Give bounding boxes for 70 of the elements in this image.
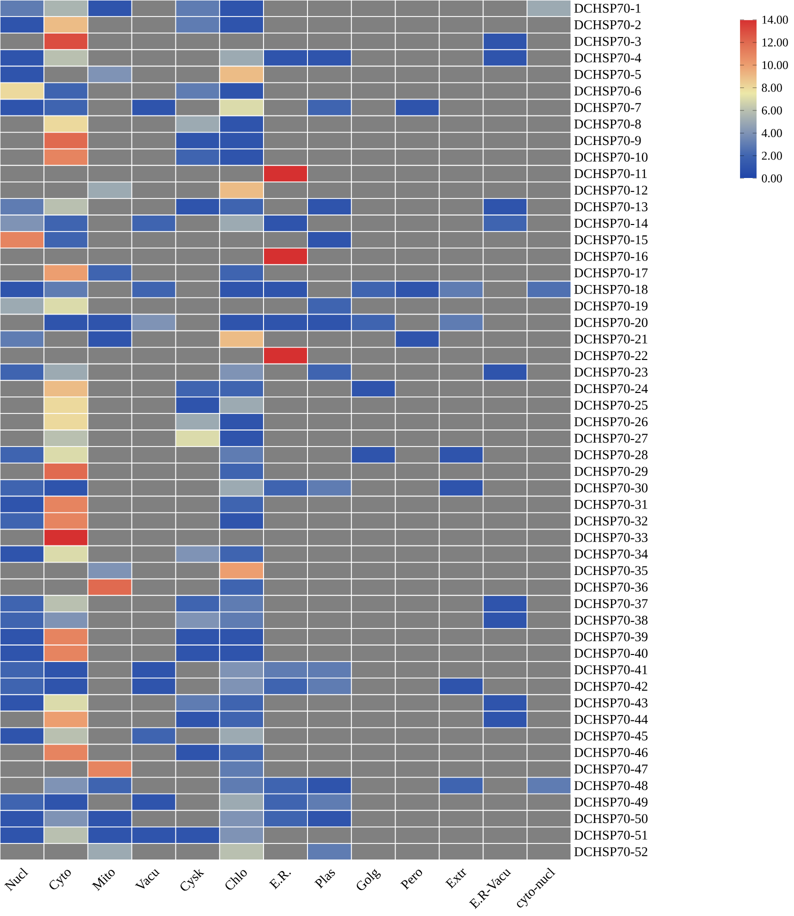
y-tick-label: DCHSP70-6 (574, 86, 641, 96)
y-tick-label: DCHSP70-35 (574, 566, 648, 576)
x-tick-label: Chlo (226, 870, 247, 890)
y-tick-label: DCHSP70-24 (574, 384, 648, 394)
y-tick-label: DCHSP70-44 (574, 714, 648, 724)
x-tick-label: Cyto (50, 870, 71, 890)
y-tick-label: DCHSP70-49 (574, 798, 648, 807)
y-tick-label: DCHSP70-43 (574, 698, 648, 708)
y-tick-label: DCHSP70-46 (574, 748, 648, 757)
color-bar-label: 6.00 (762, 106, 782, 115)
y-tick-label: DCHSP70-28 (574, 450, 648, 460)
y-tick-label: DCHSP70-23 (574, 368, 648, 377)
y-tick-label: DCHSP70-16 (574, 252, 648, 261)
y-tick-label: DCHSP70-22 (574, 351, 648, 360)
y-tick-label: DCHSP70-34 (574, 550, 648, 559)
y-tick-label: DCHSP70-10 (574, 152, 648, 162)
y-tick-label: DCHSP70-19 (574, 301, 648, 310)
color-bar-label: 8.00 (762, 84, 782, 92)
color-bar-label: 2.00 (762, 152, 782, 160)
y-tick-label: DCHSP70-31 (574, 500, 648, 509)
y-tick-label: DCHSP70-4 (574, 53, 642, 62)
y-tick-label: DCHSP70-42 (574, 682, 648, 691)
y-tick-label: DCHSP70-39 (574, 632, 648, 642)
y-tick-label: DCHSP70-20 (574, 318, 648, 327)
y-tick-label: DCHSP70-15 (574, 235, 648, 244)
y-tick-label: DCHSP70-5 (574, 70, 641, 79)
y-tick-label: DCHSP70-40 (574, 648, 648, 658)
y-tick-label: DCHSP70-11 (574, 169, 647, 178)
color-bar-label: 14.00 (762, 16, 788, 24)
y-tick-label: DCHSP70-38 (574, 616, 648, 625)
x-tick-label: Plas (314, 870, 335, 889)
y-tick-label: DCHSP70-7 (574, 103, 641, 112)
y-tick-label: DCHSP70-36 (574, 582, 648, 592)
y-tick-label: DCHSP70-13 (574, 202, 648, 212)
y-tick-label: DCHSP70-26 (574, 417, 648, 426)
y-tick-label: DCHSP70-45 (574, 731, 648, 740)
x-tick-label: Cysk (180, 869, 204, 891)
y-tick-label: DCHSP70-3 (574, 36, 641, 46)
y-tick-label: DCHSP70-37 (574, 599, 648, 608)
y-tick-label: DCHSP70-14 (574, 218, 648, 228)
y-tick-label: DCHSP70-52 (574, 847, 648, 856)
y-tick-label: DCHSP70-1 (574, 4, 641, 13)
color-bar-label: 4.00 (762, 129, 782, 138)
x-tick-label: Mito (92, 870, 115, 891)
y-tick-label: DCHSP70-17 (574, 268, 648, 278)
x-tick-label: Pero (400, 870, 422, 890)
y-tick-label: DCHSP70-41 (574, 665, 648, 674)
color-bar-label: 12.00 (762, 38, 788, 47)
y-tick-label: DCHSP70-51 (574, 830, 648, 840)
x-tick-label: Golg (356, 868, 381, 890)
x-tick-label: Extr (445, 868, 466, 889)
y-tick-label: DCHSP70-12 (574, 186, 648, 195)
x-tick-label: E.R. (268, 871, 291, 890)
color-bar-label: 10.00 (762, 61, 788, 70)
y-tick-label: DCHSP70-8 (574, 120, 641, 129)
y-tick-label: DCHSP70-21 (574, 334, 648, 344)
y-tick-label: DCHSP70-47 (574, 764, 648, 774)
color-bar-label: 0.00 (762, 174, 782, 183)
x-tick-label: Vacu (134, 869, 160, 889)
y-tick-label: DCHSP70-30 (574, 483, 648, 492)
y-tick-label: DCHSP70-50 (574, 814, 648, 824)
y-tick-label: DCHSP70-18 (574, 284, 648, 294)
y-tick-label: DCHSP70-9 (574, 136, 641, 146)
y-tick-label: DCHSP70-25 (574, 400, 648, 410)
y-tick-label: DCHSP70-29 (574, 466, 648, 476)
y-tick-label: DCHSP70-48 (574, 781, 648, 790)
y-tick-label: DCHSP70-27 (574, 434, 648, 443)
y-tick-label: DCHSP70-33 (574, 533, 648, 542)
y-tick-label: DCHSP70-32 (574, 516, 648, 526)
y-tick-label: DCHSP70-2 (574, 20, 641, 30)
